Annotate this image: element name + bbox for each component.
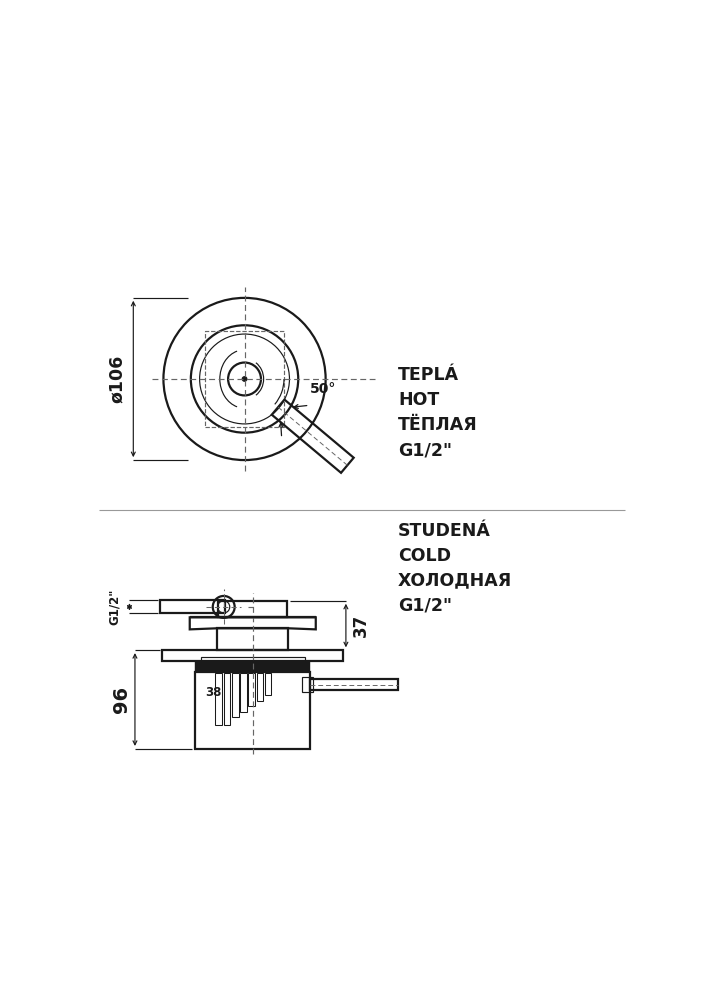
Text: ø106: ø106 xyxy=(108,355,126,403)
Text: 50°: 50° xyxy=(310,382,337,396)
Text: 96: 96 xyxy=(112,686,131,713)
Circle shape xyxy=(243,377,247,381)
Text: TEPLÁ
HOT
ТЁПЛАЯ
G1/2": TEPLÁ HOT ТЁПЛАЯ G1/2" xyxy=(398,366,478,459)
Text: 38: 38 xyxy=(205,686,221,699)
Text: G1/2": G1/2" xyxy=(108,589,121,625)
Text: 37: 37 xyxy=(352,614,370,637)
Text: STUDENÁ
COLD
ХОЛОДНАЯ
G1/2": STUDENÁ COLD ХОЛОДНАЯ G1/2" xyxy=(398,522,512,615)
Polygon shape xyxy=(195,661,310,672)
